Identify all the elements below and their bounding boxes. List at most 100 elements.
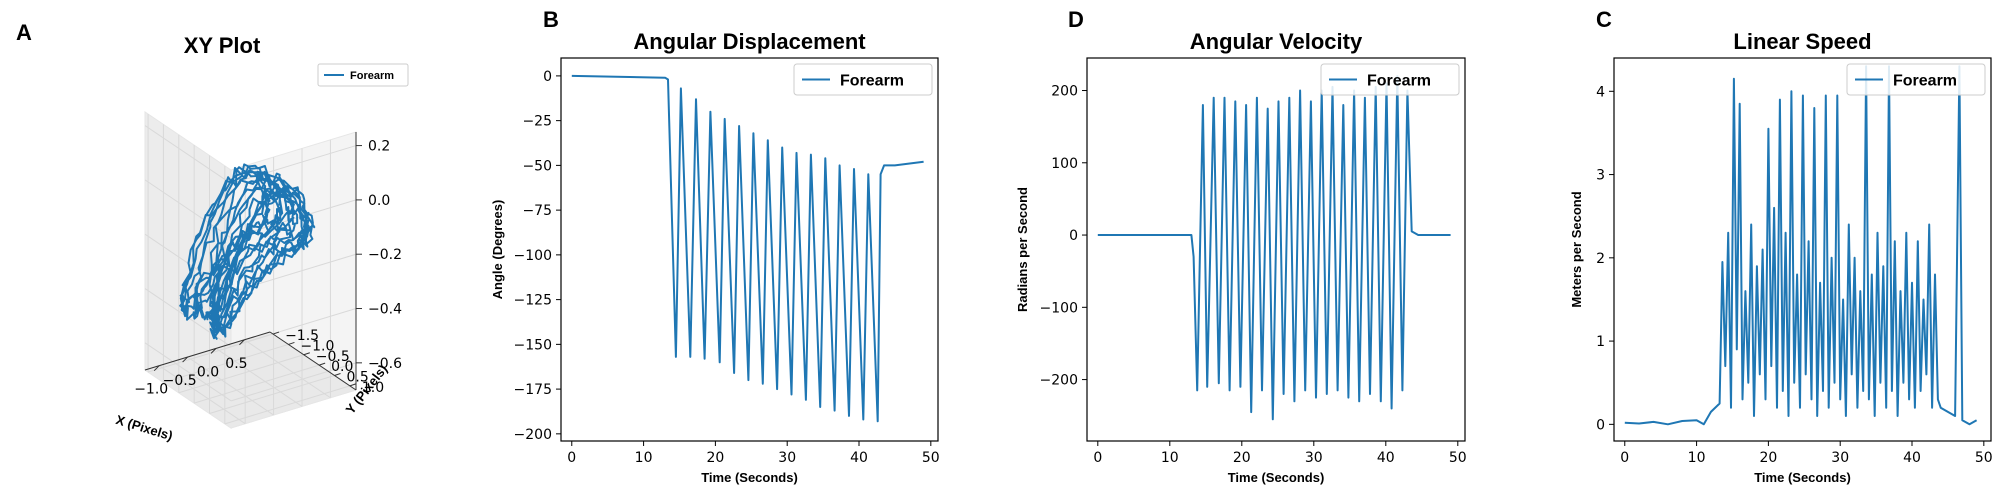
x-tick-label: 20	[1759, 450, 1777, 466]
x-axis-label: X (Pixels)	[114, 412, 174, 443]
y-axis-label: Radians per Second	[1015, 187, 1030, 312]
x-tick-label: 0.0	[197, 364, 219, 380]
x-axis-label: Time (Seconds)	[701, 470, 798, 485]
y-tick-label: −100	[514, 248, 552, 264]
y-tick-label: −200	[1040, 373, 1078, 389]
y-tick-label: 1.0	[362, 380, 384, 396]
x-tick-label: 50	[1975, 450, 1993, 466]
y-tick-label: −50	[522, 158, 552, 174]
chart-title: Angular Displacement	[633, 29, 866, 54]
chart-title: Linear Speed	[1733, 29, 1871, 54]
y-tick-mark	[349, 383, 357, 387]
x-tick-label: 30	[1305, 450, 1323, 466]
x-tick-label: 0	[1620, 450, 1629, 466]
y-tick-label: −1.5	[285, 328, 319, 344]
grid-line	[224, 385, 351, 425]
y-tick-label: 100	[1051, 156, 1078, 172]
y-tick-label: 4	[1596, 84, 1605, 100]
y-tick-mark	[318, 362, 326, 366]
y-tick-label: −25	[522, 114, 552, 130]
grid-line	[144, 342, 232, 402]
grid-line	[215, 347, 303, 407]
panel-label: A	[16, 20, 32, 45]
grid-line	[193, 364, 320, 404]
x-tick-label: 30	[1831, 450, 1849, 466]
grid-line	[163, 343, 289, 383]
angdisp-chart: B Angular Displacement 0 10 20 30 40 50 0 −25 −50 −…	[490, 7, 940, 485]
y-axis-label: Meters per Second	[1569, 191, 1584, 307]
grid-line	[230, 362, 357, 402]
x-tick-label: 50	[1449, 450, 1467, 466]
y-tick-label: 2	[1596, 251, 1605, 267]
legend-box	[793, 63, 933, 96]
x-tick-label: 0	[1093, 450, 1102, 466]
legend-box	[317, 63, 409, 87]
legend-label: Forearm	[1367, 73, 1431, 90]
y-tick-mark	[288, 341, 295, 345]
x-tick-label: −0.5	[163, 373, 197, 389]
x-tick-label: 30	[778, 450, 796, 466]
x-tick-label: 50	[922, 450, 940, 466]
y-tick-mark	[303, 352, 310, 356]
y-tick-label: 0.0	[331, 359, 353, 375]
y-tick-label: 1	[1596, 334, 1605, 350]
grid-line	[230, 145, 357, 185]
x-tick-mark	[210, 348, 217, 354]
y-tick-label: −1.0	[300, 338, 334, 354]
x-tick-label: 10	[1161, 450, 1179, 466]
x-tick-label: 0	[567, 450, 576, 466]
x-tick-mark	[182, 356, 188, 363]
series-line-forearm	[1624, 65, 1978, 426]
z-tick-label: 0.2	[368, 139, 390, 155]
y-tick-label: −125	[514, 293, 552, 309]
plot-frame	[1613, 57, 1992, 442]
x-tick-label: 20	[706, 450, 724, 466]
x-tick-label: 40	[1377, 450, 1395, 466]
legend-label: Forearm	[840, 73, 904, 90]
y-tick-mark	[334, 373, 341, 376]
y-tick-label: 3	[1596, 168, 1605, 184]
x-tick-mark	[153, 365, 160, 372]
y-tick-label: −100	[1040, 300, 1078, 316]
grid-line	[144, 125, 232, 184]
plot-frame	[1086, 57, 1466, 442]
chart-title: XY Plot	[184, 33, 261, 58]
linspeed-chart: C Linear Speed 0 10 20 30 40 50 0 1 2 3 4 Time (Secon…	[1569, 7, 1993, 485]
z-tick-label: 0.0	[368, 193, 390, 209]
y-tick-label: −175	[514, 382, 552, 398]
y-tick-label: −200	[514, 427, 552, 443]
y-tick-label: −0.5	[316, 349, 350, 365]
series-line-forearm	[571, 74, 924, 423]
x-tick-mark	[239, 339, 245, 346]
plot-frame	[560, 57, 939, 442]
xyplot-chart: AXY Plot−1.0−0.50.00.5−1.5−1.0−0.50.00.5…	[16, 20, 409, 443]
panel-label: B	[543, 7, 559, 32]
y-axis-line	[269, 331, 357, 391]
x-tick-label: 20	[1233, 450, 1251, 466]
legend-box	[1846, 63, 1986, 96]
y-tick-label: 0	[1069, 228, 1078, 244]
legend-box	[1320, 63, 1460, 96]
grid-line	[158, 365, 246, 425]
angvel-chart: D Angular Velocity 0 10 20 30 40 50 200 100 0 −100 −…	[1015, 7, 1467, 485]
x-tick-label: 10	[635, 450, 653, 466]
y-tick-mark	[272, 331, 280, 335]
grid-line	[230, 308, 357, 348]
x-tick-label: 40	[850, 450, 868, 466]
grid-line	[209, 375, 335, 414]
y-tick-label: 0	[543, 69, 552, 85]
y-tick-label: −75	[522, 203, 552, 219]
x-tick-label: −1.0	[134, 382, 168, 398]
panel-label: C	[1596, 7, 1612, 32]
y-tick-label: −150	[514, 337, 552, 353]
z-tick-label: −0.2	[368, 247, 402, 263]
legend-label: Forearm	[350, 70, 394, 82]
grid-line	[187, 356, 274, 416]
y-tick-label: 0.5	[347, 370, 369, 386]
legend-label: Forearm	[1893, 73, 1957, 90]
grid-line	[178, 354, 304, 394]
x-tick-label: 40	[1903, 450, 1921, 466]
z-tick-label: −0.6	[368, 356, 402, 372]
y-tick-label: 0	[1596, 417, 1605, 433]
